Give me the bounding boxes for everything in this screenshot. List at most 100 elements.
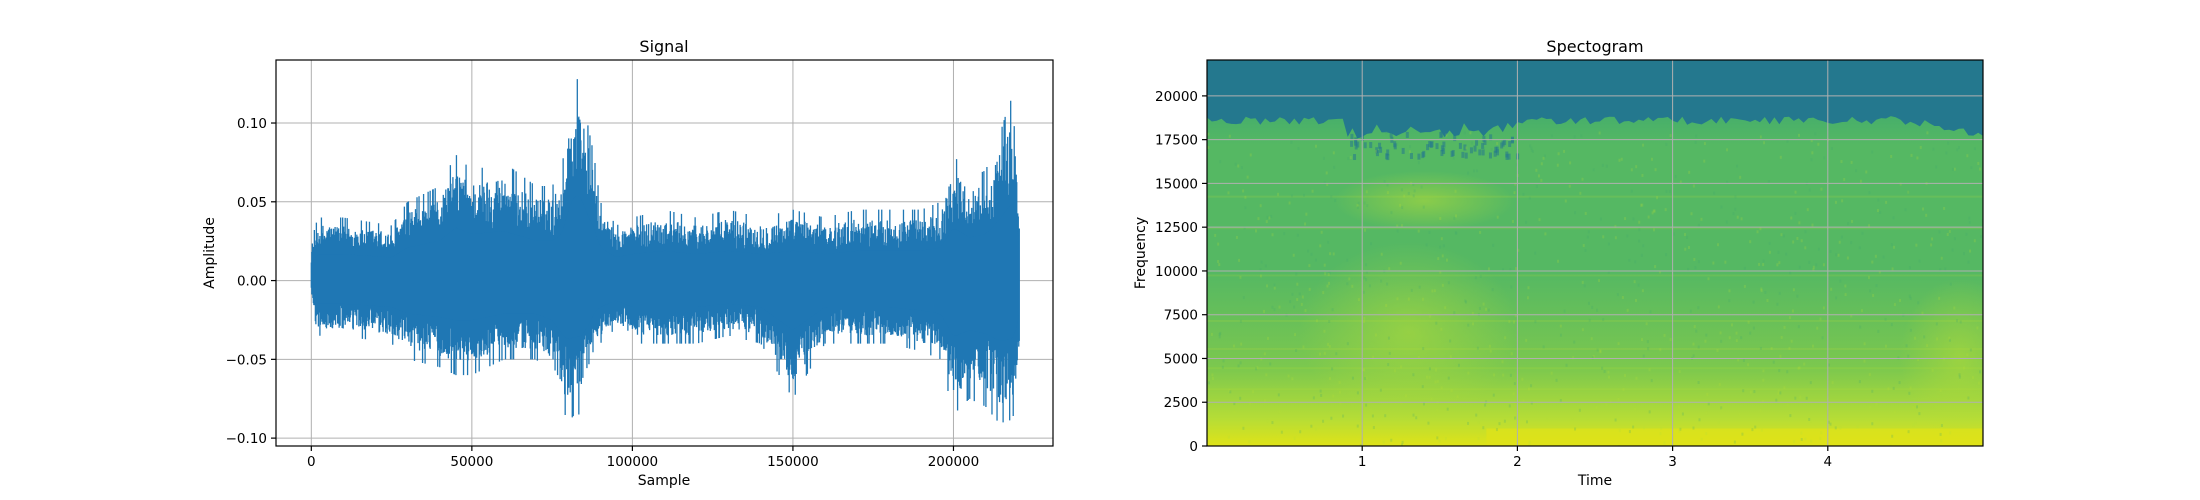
spectrogram-speckle (1326, 183, 1329, 187)
spectrogram-speckle (1530, 401, 1533, 405)
spectrogram-speckle (1273, 286, 1276, 290)
spectrogram-speckle (1877, 198, 1880, 202)
spectrogram-speckle (1441, 283, 1444, 287)
spectrogram-speckle (1559, 324, 1562, 328)
spectrogram-speckle (1779, 155, 1782, 159)
spectrogram-speckle (1607, 242, 1610, 246)
spectrogram-speckle (1779, 354, 1782, 358)
spectrogram-speckle (1647, 215, 1650, 219)
spectrogram-speckle (1823, 156, 1826, 160)
spectrogram-speckle (1379, 388, 1382, 392)
spectrogram-speckle (1948, 229, 1951, 233)
spectrogram-speckle (1640, 203, 1643, 207)
spectrogram-speckle (1697, 260, 1700, 264)
spectrogram-speckle (1759, 135, 1762, 139)
spectrogram-speckle (1786, 370, 1789, 374)
spectrogram-speckle (1503, 419, 1506, 423)
spectrogram-speckle (1877, 329, 1880, 333)
signal-x-tick-label: 0 (307, 454, 316, 470)
spectrogram-speckle (1640, 253, 1643, 257)
spectrogram-speckle (1218, 335, 1221, 339)
spectrogram-speckle (1816, 326, 1819, 330)
spectrogram-speckle (1979, 370, 1982, 374)
spectrogram-speckle (1573, 135, 1576, 139)
spectrogram-speckle (1884, 344, 1887, 348)
spectrogram-speckle (1450, 389, 1453, 393)
spectrogram-speckle (1650, 157, 1653, 161)
spectrogram-speckle (1461, 151, 1465, 158)
spectrogram-speckle (1858, 380, 1861, 384)
spectrogram-speckle (1944, 267, 1947, 271)
spectrogram-speckle (1936, 337, 1939, 341)
spectrogram-speckle (1454, 231, 1457, 235)
spectrogram-speckle (1239, 275, 1242, 279)
spectrogram-speckle (1354, 143, 1358, 150)
spectrogram-speckle (1634, 298, 1637, 302)
spectrogram-speckle (1453, 135, 1457, 142)
spectrogram-speckle (1732, 212, 1735, 216)
spectrogram-speckle (1509, 268, 1512, 272)
spectrogram-speckle (1656, 196, 1659, 200)
spectrogram-speckle (1844, 293, 1847, 297)
spectrogram-speckle (1917, 358, 1920, 362)
spectrogram-speckle (1256, 366, 1259, 370)
spectrogram-speckle (1858, 246, 1861, 250)
spectrogram-speckle (1365, 190, 1368, 194)
spectrogram-speckle (1760, 289, 1763, 293)
spectrogram-speckle (1785, 252, 1788, 256)
spectrogram-speckle (1327, 240, 1330, 244)
spectrogram-speckle (1363, 368, 1366, 372)
spectrogram-speckle (1503, 139, 1507, 146)
signal-chart-title: Signal (639, 37, 688, 56)
spectrogram-speckle (1754, 425, 1757, 429)
spectrogram-speckle (1938, 296, 1941, 300)
spectrogram-speckle (1291, 377, 1294, 381)
spectrogram-speckle (1628, 258, 1631, 262)
spectrogram-speckle (1464, 299, 1467, 303)
spectrogram-speckle (1958, 373, 1961, 377)
spectrogram-speckle (1504, 336, 1507, 340)
spectrogram-y-tick-label: 2500 (1164, 395, 1198, 411)
spectrogram-speckle (1217, 260, 1220, 264)
spectrogram-speckle (1291, 292, 1294, 296)
spectrogram-speckle (1327, 342, 1330, 346)
spectrogram-speckle (1598, 279, 1601, 283)
signal-y-axis-label: Amplitude (202, 217, 218, 289)
spectrogram-speckle (1440, 150, 1444, 157)
spectrogram-speckle (1648, 410, 1651, 414)
spectrogram-chart: Spectogram (1133, 37, 1984, 489)
spectrogram-speckle (1362, 401, 1365, 405)
spectrogram-speckle (1821, 417, 1824, 421)
signal-x-ticks: 0 50000 100000 150000 200000 (307, 446, 979, 470)
spectrogram-speckle (1305, 212, 1308, 216)
spectrogram-speckle (1501, 360, 1504, 364)
spectrogram-speckle (1374, 333, 1377, 337)
spectrogram-speckle (1794, 190, 1797, 194)
spectrogram-speckle (1464, 152, 1468, 159)
spectrogram-speckle (1798, 366, 1801, 370)
spectrogram-speckle (1835, 253, 1838, 257)
spectrogram-speckle (1591, 356, 1594, 360)
spectrogram-speckle (1487, 308, 1490, 312)
spectrogram-speckle (1859, 179, 1862, 183)
spectrogram-speckle (1222, 359, 1225, 363)
spectrogram-speckle (1581, 280, 1584, 284)
spectrogram-speckle (1492, 243, 1495, 247)
spectrogram-speckle (1931, 237, 1934, 241)
spectrogram-speckle (1370, 242, 1373, 246)
spectrogram-speckle (1312, 396, 1315, 400)
spectrogram-speckle (1544, 232, 1547, 236)
signal-axes-frame (275, 59, 1054, 447)
spectrogram-speckle (1762, 263, 1765, 267)
spectrogram-speckle (1363, 320, 1366, 324)
spectrogram-speckle (1707, 402, 1710, 406)
spectrogram-speckle (1697, 345, 1700, 349)
spectrogram-speckle (1418, 285, 1421, 289)
spectrogram-speckle (1296, 298, 1299, 302)
spectrogram-speckle (1458, 142, 1462, 149)
spectrogram-speckle (1369, 408, 1372, 412)
spectrogram-speckle (1720, 205, 1723, 209)
spectrogram-speckle (1822, 263, 1825, 267)
spectrogram-speckle (1299, 430, 1302, 434)
spectrogram-speckle (1496, 215, 1499, 219)
